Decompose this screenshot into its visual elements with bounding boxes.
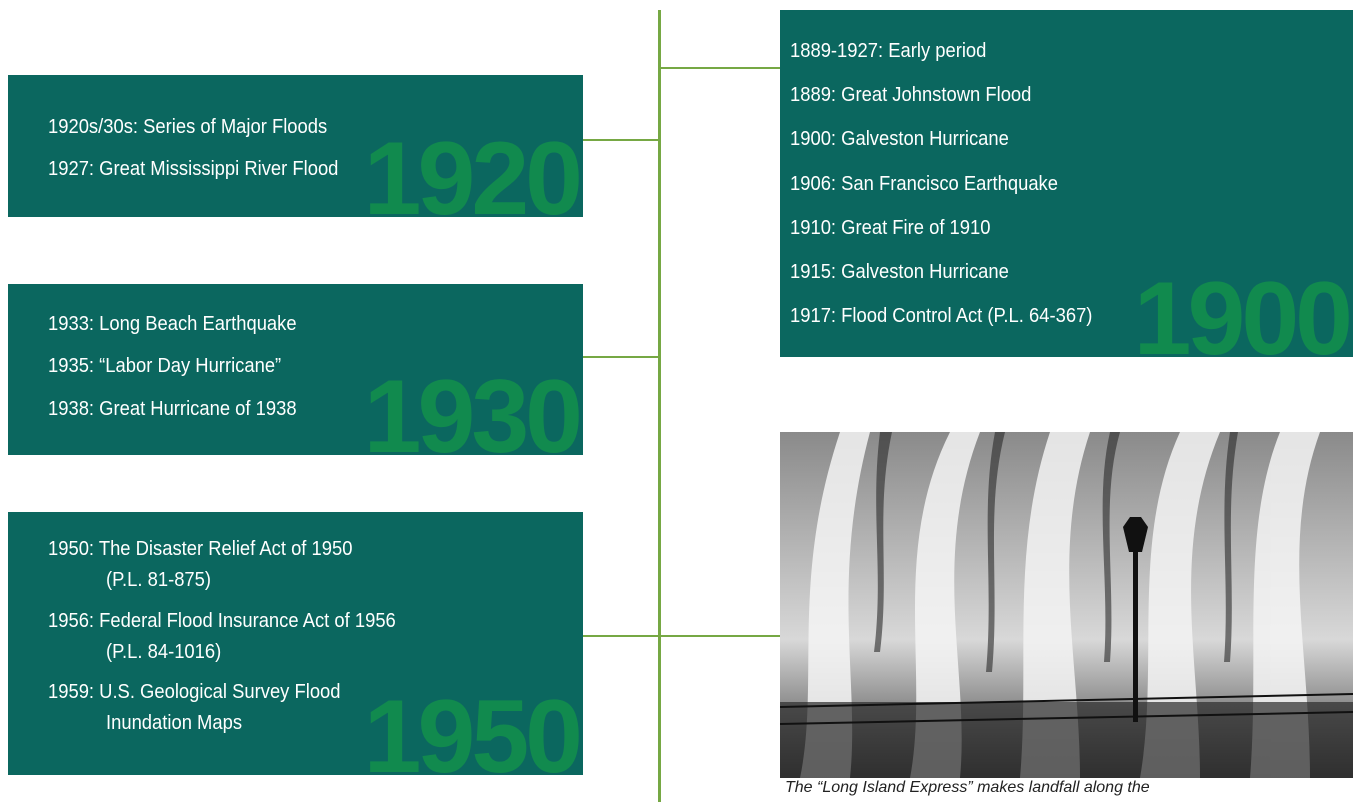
era-year: 1920 (363, 121, 583, 217)
photo (780, 432, 1353, 778)
era-box: 1950 1950: The Disaster Relief Act of 19… (8, 512, 583, 775)
event: 1917: Flood Control Act (P.L. 64-367) (790, 305, 1093, 327)
event: 1915: Galveston Hurricane (790, 261, 1009, 283)
event: 1900: Galveston Hurricane (790, 128, 1009, 150)
event: 1935: “Labor Day Hurricane” (48, 355, 282, 377)
event: 1910: Great Fire of 1910 (790, 217, 991, 239)
event: 1906: San Francisco Earthquake (790, 173, 1058, 195)
connector (660, 67, 780, 69)
photo-caption: The “Long Island Express” makes landfall… (785, 779, 1150, 796)
era-box: 1920 1920s/30s: Series of Major Floods 1… (8, 75, 583, 217)
connector (583, 635, 780, 637)
event: (P.L. 84-1016) (106, 641, 222, 663)
event: 1933: Long Beach Earthquake (48, 313, 297, 335)
timeline-axis (658, 10, 661, 802)
era-year: 1900 (1133, 261, 1353, 357)
era-box: 1930 1933: Long Beach Earthquake 1935: “… (8, 284, 583, 455)
event: 1950: The Disaster Relief Act of 1950 (48, 538, 353, 560)
event: 1889-1927: Early period (790, 40, 987, 62)
event: 1889: Great Johnstown Flood (790, 84, 1032, 106)
connector (583, 356, 660, 358)
event: 1959: U.S. Geological Survey Flood (48, 681, 341, 703)
event: 1920s/30s: Series of Major Floods (48, 116, 328, 138)
event: 1927: Great Mississippi River Flood (48, 158, 339, 180)
connector (583, 139, 660, 141)
era-box: 1900 1889-1927: Early period 1889: Great… (780, 10, 1353, 357)
event: (P.L. 81-875) (106, 569, 212, 591)
event: Inundation Maps (106, 712, 243, 734)
event: 1956: Federal Flood Insurance Act of 195… (48, 610, 396, 632)
era-year: 1950 (363, 679, 583, 775)
era-year: 1930 (363, 359, 583, 455)
event: 1938: Great Hurricane of 1938 (48, 398, 297, 420)
